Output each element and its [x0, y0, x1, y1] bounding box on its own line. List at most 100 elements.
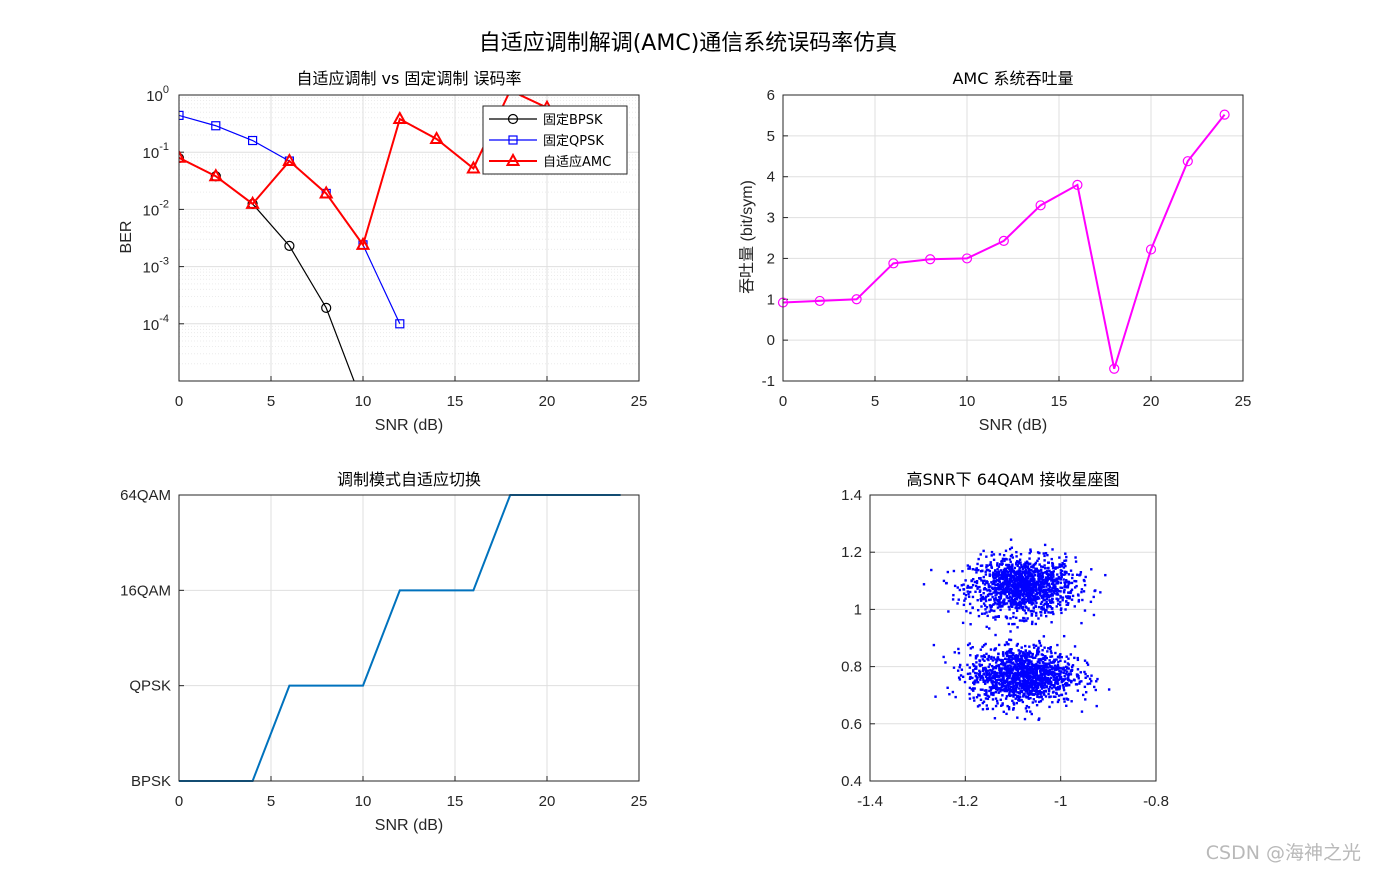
constellation-point-c0	[982, 602, 986, 605]
ber-series-1-marker	[248, 135, 258, 146]
constellation-point-c1	[1006, 704, 1009, 708]
constellation-point-c1	[1026, 684, 1029, 687]
constellation-point-c1	[1038, 639, 1041, 643]
constellation-point-c1	[1017, 649, 1020, 652]
constellation-point-c1	[983, 689, 987, 692]
constellation-point-c1	[985, 652, 988, 656]
constellation-point-c1	[987, 679, 990, 683]
constellation-point-c1	[1043, 686, 1046, 689]
constellation-point-c0	[1000, 582, 1004, 585]
constellation-point-c1	[1032, 683, 1036, 686]
constellation-point-c1	[1040, 672, 1043, 675]
constellation-point-c0	[1030, 613, 1033, 616]
constellation-point-c1	[985, 707, 989, 711]
constellation-point-c0	[976, 608, 980, 612]
constellation-point-c0	[988, 574, 991, 578]
constellation-point-c0	[979, 594, 983, 597]
constellation-point-c0	[982, 575, 985, 579]
constellation-point-c0	[994, 618, 997, 621]
constellation-point-c1	[1015, 684, 1019, 687]
ber-series-2-marker	[319, 185, 334, 199]
constellation-point-c0	[1021, 565, 1024, 568]
constellation-point-c1	[1032, 665, 1036, 668]
constellation-point-c1	[999, 690, 1002, 693]
constellation-point-c1	[1049, 695, 1052, 698]
constellation-point-c1	[987, 665, 990, 669]
constellation-point-c0	[942, 579, 946, 583]
constellation-point-c0	[1018, 600, 1021, 603]
constellation-point-c0	[1046, 553, 1049, 557]
constellation-point-c1	[971, 676, 974, 680]
constellation-point-c1	[1007, 693, 1011, 697]
constellation-point-c1	[1015, 654, 1018, 657]
constellation-point-c0	[1029, 562, 1032, 565]
constellation-point-c0	[999, 601, 1002, 604]
constellation-point-c1	[1062, 634, 1066, 638]
constellation-point-c1	[1067, 674, 1070, 677]
constellation-point-c1	[1011, 678, 1014, 682]
constellation-point-c0	[1057, 575, 1060, 579]
constellation-point-c1	[1029, 681, 1033, 685]
constellation-point-c1	[975, 665, 978, 668]
constellation-point-c0	[1037, 557, 1040, 560]
constellation-point-c0	[1060, 607, 1063, 610]
constellation-point-c1	[1016, 716, 1019, 719]
ber-xtick-label: 25	[631, 393, 648, 410]
constellation-point-c0	[1023, 571, 1026, 574]
constellation-point-c1	[1028, 655, 1031, 658]
constellation-point-c1	[1010, 694, 1013, 697]
constellation-point-c1	[1032, 646, 1036, 649]
constellation-point-c1	[979, 676, 983, 679]
constellation-point-c1	[1029, 669, 1032, 673]
constellation-point-c0	[992, 575, 995, 578]
constellation-point-c1	[1019, 650, 1023, 653]
constellation-point-c0	[1022, 598, 1026, 601]
constellation-point-c1	[1085, 661, 1089, 664]
constellation-point-c0	[983, 583, 987, 586]
constellation-point-c1	[988, 689, 991, 693]
constellation-point-c0	[1019, 589, 1023, 592]
constellation-point-c1	[1075, 673, 1079, 676]
constellation-point-c1	[1011, 669, 1014, 672]
constellation-point-c1	[1023, 717, 1027, 721]
constellation-point-c1	[1053, 673, 1057, 677]
constellation-point-c0	[999, 587, 1002, 590]
constellation-point-c0	[979, 597, 982, 601]
constellation-point-c0	[1027, 562, 1030, 565]
constellation-point-c1	[1053, 658, 1056, 662]
constellation-point-c0	[1035, 583, 1038, 586]
constellation-point-c1	[1034, 700, 1037, 703]
constellation-point-c0	[979, 564, 983, 567]
constellation-point-c0	[988, 563, 992, 567]
constellation-point-c0	[1009, 572, 1013, 575]
constellation-point-c1	[1062, 679, 1065, 683]
constellation-point-c1	[1030, 684, 1034, 688]
constellation-point-c1	[1037, 646, 1040, 649]
constellation-point-c0	[1032, 579, 1036, 583]
constellation-point-c1	[978, 675, 981, 678]
constellation-point-c0	[969, 611, 972, 615]
constellation-point-c0	[1010, 584, 1013, 587]
constellation-point-c1	[1073, 656, 1076, 660]
constellation-point-c1	[1036, 660, 1040, 664]
constellation-point-c0	[980, 612, 984, 615]
constellation-point-c0	[1070, 588, 1074, 591]
constellation-point-c1	[1052, 695, 1056, 698]
constellation-point-c0	[944, 581, 948, 585]
constellation-point-c0	[1038, 563, 1041, 566]
constellation-point-c0	[977, 614, 981, 618]
constellation-point-c0	[981, 569, 984, 573]
ber-series-2-marker	[392, 110, 407, 125]
constellation-point-c0	[998, 580, 1002, 584]
constellation-point-c1	[1014, 664, 1017, 668]
constellation-point-c0	[1062, 591, 1066, 594]
constellation-point-c1	[983, 659, 986, 662]
constellation-point-c1	[1055, 658, 1058, 661]
constellation-point-c1	[968, 677, 972, 681]
constellation-point-c0	[1023, 619, 1026, 623]
constellation-point-c1	[1058, 685, 1062, 688]
constellation-point-c1	[974, 674, 978, 678]
constellation-point-c1	[1024, 680, 1028, 684]
constellation-point-c1	[1026, 665, 1029, 669]
